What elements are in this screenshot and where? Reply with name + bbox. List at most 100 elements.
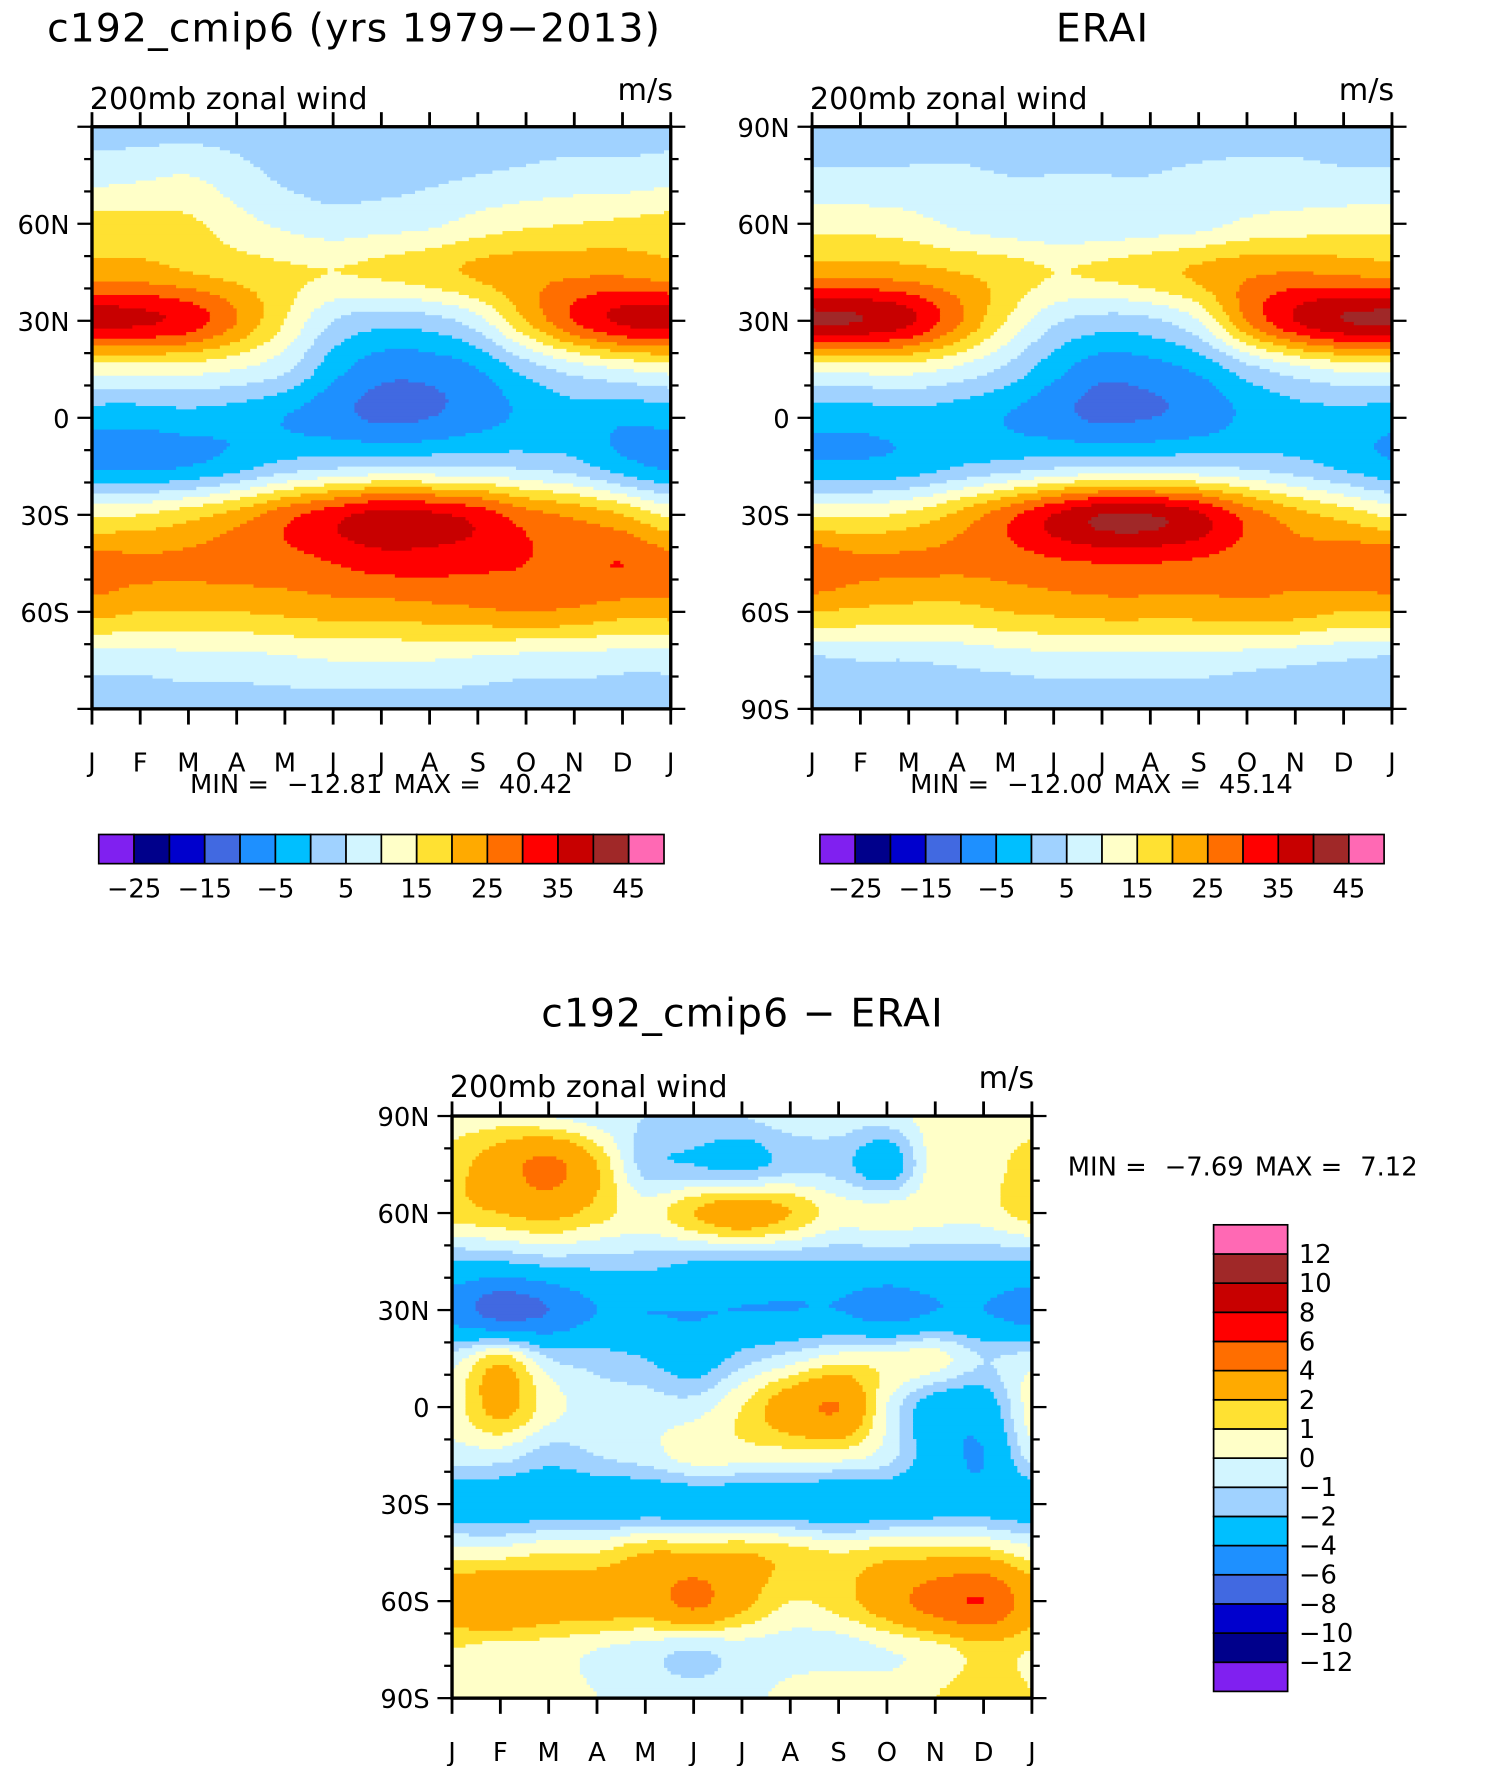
- contour-cell: [468, 604, 581, 609]
- contour-cell: [509, 449, 524, 454]
- contour-cell: [589, 1223, 679, 1228]
- contour-cell: [1047, 517, 1093, 522]
- contour-cell: [775, 1566, 867, 1571]
- colorbar: [97, 833, 665, 865]
- contour-cell: [637, 1166, 709, 1171]
- contour-cell: [1212, 358, 1241, 363]
- contour-cell: [966, 1459, 985, 1464]
- contour-cell: [452, 1583, 675, 1588]
- contour-cell: [334, 268, 460, 273]
- contour-cell: [1020, 1391, 1033, 1396]
- contour-cell: [1061, 557, 1193, 562]
- colorbar-label: −6: [1299, 1561, 1337, 1591]
- contour-cell: [812, 133, 1393, 138]
- contour-cell: [91, 247, 238, 252]
- contour-cell: [1000, 1408, 1012, 1413]
- contour-cell: [963, 318, 985, 323]
- contour-cell: [610, 436, 672, 441]
- contour-cell: [916, 1627, 1029, 1632]
- contour-cell: [717, 1667, 894, 1672]
- contour-cell: [1239, 466, 1335, 471]
- colorbar-label: 1: [1299, 1415, 1315, 1445]
- contour-cell: [452, 1233, 621, 1238]
- contour-cell: [509, 1338, 800, 1343]
- contour-cell: [812, 486, 911, 491]
- contour-cell: [812, 328, 897, 333]
- contour-cell: [566, 1166, 598, 1171]
- contour-cell: [482, 496, 531, 501]
- contour-cell: [879, 1465, 911, 1471]
- contour-cell: [677, 1200, 716, 1205]
- contour-cell: [91, 146, 127, 151]
- contour-cell: [946, 268, 1052, 273]
- contour-cell: [569, 1328, 1033, 1333]
- contour-cell: [438, 183, 672, 188]
- contour-cell: [452, 1543, 514, 1548]
- contour-cell: [778, 1391, 867, 1396]
- contour-cell: [1148, 355, 1207, 360]
- contour-cell: [1000, 1412, 1012, 1417]
- contour-cell: [1299, 399, 1393, 404]
- contour-cell: [539, 298, 578, 303]
- contour-cell: [1017, 1657, 1033, 1662]
- contour-cell: [290, 261, 359, 266]
- contour-cell: [1242, 527, 1291, 532]
- contour-cell: [455, 241, 672, 246]
- contour-cell: [812, 671, 1012, 676]
- contour-cell: [482, 315, 504, 320]
- contour-cell: [838, 607, 995, 612]
- contour-cell: [1209, 342, 1227, 347]
- month-label: S: [1190, 749, 1206, 779]
- contour-cell: [452, 1361, 460, 1366]
- contour-cell: [923, 1173, 1005, 1178]
- contour-cell: [980, 1223, 1033, 1228]
- contour-cell: [509, 1260, 689, 1265]
- contour-cell: [91, 157, 245, 162]
- contour-cell: [1024, 294, 1183, 300]
- contour-cell: [828, 1550, 850, 1555]
- contour-cell: [1377, 591, 1393, 596]
- contour-cell: [593, 621, 672, 626]
- contour-cell: [600, 1630, 780, 1635]
- contour-cell: [246, 251, 406, 256]
- contour-cell: [1269, 513, 1321, 518]
- contour-cell: [115, 614, 285, 619]
- colorbar-swatch: [1212, 1428, 1289, 1459]
- contour-cell: [260, 254, 386, 259]
- contour-cell: [1010, 1449, 1022, 1454]
- contour-cell: [963, 1442, 981, 1447]
- contour-cell: [509, 1213, 574, 1218]
- contour-cell: [452, 1190, 467, 1195]
- contour-cell: [512, 1442, 551, 1447]
- contour-cell: [1007, 1210, 1033, 1215]
- contour-cell: [1384, 490, 1393, 495]
- contour-cell: [1232, 416, 1393, 421]
- contour-cell: [240, 506, 278, 512]
- contour-cell: [246, 520, 292, 525]
- contour-cell: [697, 1206, 790, 1211]
- contour-cell: [91, 392, 278, 397]
- contour-cell: [990, 1297, 1033, 1302]
- contour-cell: [1017, 1566, 1033, 1571]
- contour-cell: [1333, 641, 1393, 646]
- contour-cell: [485, 207, 672, 212]
- contour-cell: [431, 453, 568, 458]
- contour-cell: [916, 1455, 965, 1460]
- contour-cell: [91, 372, 204, 377]
- contour-cell: [1347, 204, 1393, 209]
- contour-cell: [539, 382, 638, 387]
- contour-cell: [812, 597, 1393, 602]
- contour-cell: [822, 1334, 867, 1339]
- contour-cell: [91, 601, 433, 606]
- contour-cell: [852, 1183, 904, 1188]
- contour-cell: [869, 456, 1025, 461]
- contour-cell: [660, 1516, 934, 1521]
- contour-cell: [556, 1116, 645, 1121]
- contour-cell: [229, 342, 265, 347]
- contour-cell: [1202, 493, 1244, 498]
- contour-cell: [859, 581, 1008, 586]
- contour-cell: [785, 1230, 827, 1235]
- contour-cell: [768, 1149, 857, 1154]
- contour-cell: [495, 288, 544, 293]
- contour-cell: [896, 328, 931, 333]
